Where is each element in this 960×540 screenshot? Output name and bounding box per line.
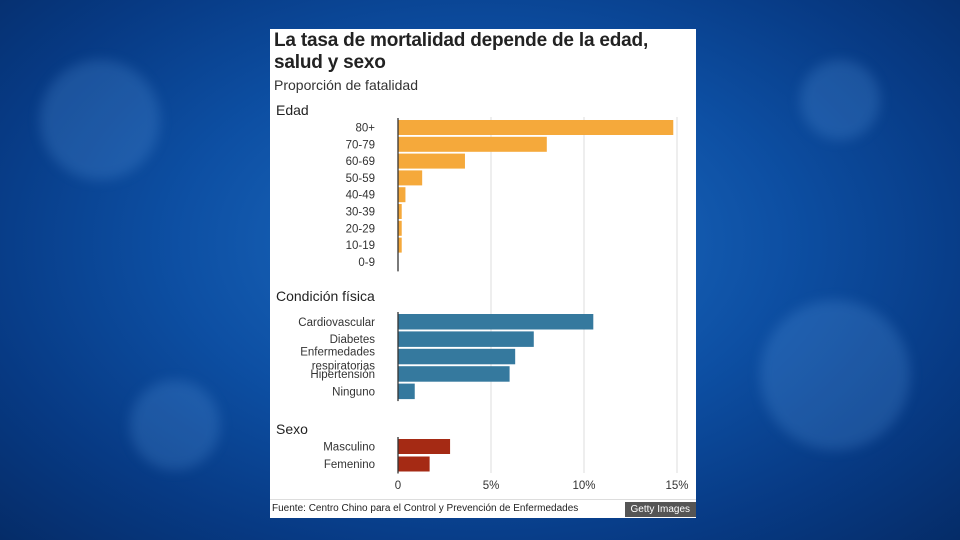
bar [398, 366, 510, 382]
footer: Fuente: Centro Chino para el Control y P… [270, 499, 696, 518]
background-glow [130, 380, 220, 470]
category-label: 40-49 [346, 190, 375, 202]
bar [398, 170, 423, 186]
bar [398, 331, 534, 347]
category-label: Cardiovascular [298, 317, 375, 329]
bar [398, 204, 402, 219]
bar [398, 136, 547, 152]
group-heading: Condición física [276, 288, 375, 304]
category-label: Ninguno [332, 386, 375, 398]
tick-label: 5% [483, 480, 500, 492]
background-glow [40, 60, 160, 180]
source-note: Fuente: Centro Chino para el Control y P… [272, 503, 579, 514]
tick-label: 10% [572, 480, 595, 492]
category-label: 70-79 [346, 139, 375, 151]
category-label: Hipertensión [310, 369, 375, 381]
category-label: Masculino [323, 442, 375, 454]
bar [398, 348, 516, 365]
bar [398, 237, 402, 253]
bar [398, 456, 430, 472]
category-label: 30-39 [346, 207, 375, 219]
bar [398, 220, 402, 236]
category-label: 60-69 [346, 156, 375, 168]
category-label: Enfermedades respiratorias [300, 347, 375, 373]
bar [398, 314, 594, 330]
category-label: 80+ [355, 123, 375, 135]
category-label: 10-19 [346, 240, 375, 252]
image-credit: Getty Images [624, 502, 696, 517]
tick-label: 0 [395, 480, 401, 492]
category-label: 0-9 [358, 257, 375, 269]
bar [398, 153, 465, 169]
bar [398, 187, 406, 203]
chart-panel: La tasa de mortalidad depende de la edad… [270, 29, 696, 518]
bar [398, 383, 415, 400]
chart-title: La tasa de mortalidad depende de la edad… [274, 30, 649, 73]
category-label: 20-29 [346, 223, 375, 235]
background-glow [800, 60, 880, 140]
category-label: Diabetes [330, 334, 376, 346]
background-glow [760, 300, 910, 450]
category-label: 50-59 [346, 173, 375, 185]
group-heading: Edad [276, 102, 309, 118]
tick-label: 15% [665, 480, 688, 492]
bar [398, 439, 451, 454]
chart-subtitle: Proporción de fatalidad [274, 77, 418, 93]
bar-chart: Edad 80+ 70-79 60-69 50-59 40-49 30-39 20-29 10-… [276, 102, 689, 492]
category-label: Femenino [324, 459, 375, 471]
group-heading: Sexo [276, 421, 308, 437]
bar [398, 120, 674, 135]
